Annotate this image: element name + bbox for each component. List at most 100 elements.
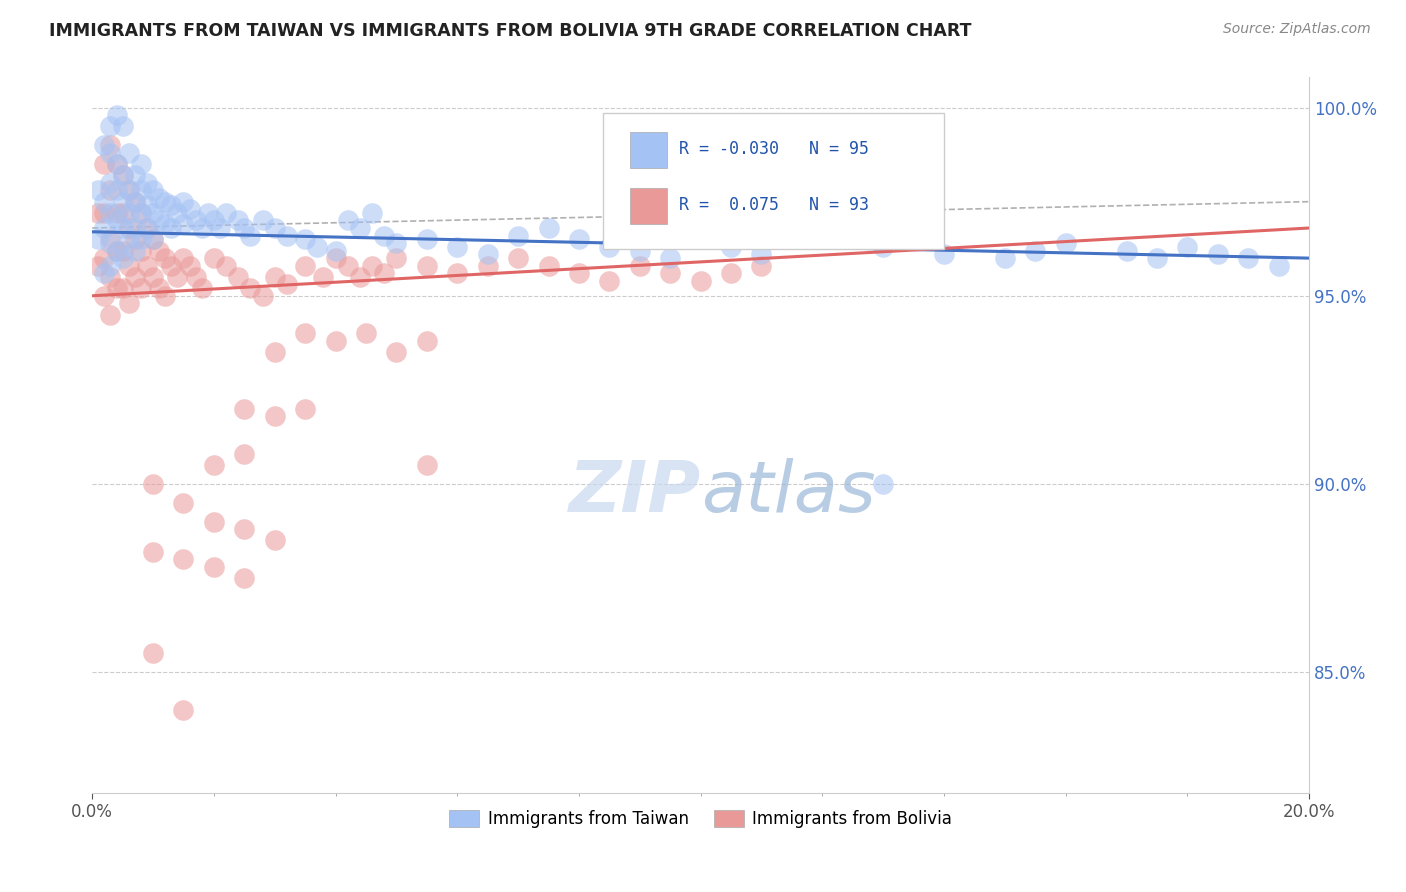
Point — [100, 176, 122, 190]
Point — [598, 274, 620, 288]
Point — [148, 244, 170, 258]
Point — [537, 259, 560, 273]
Point — [233, 571, 256, 585]
Point — [689, 232, 711, 246]
Point — [87, 183, 110, 197]
Point — [100, 206, 122, 220]
Point — [202, 559, 225, 574]
Point — [93, 266, 115, 280]
Point — [263, 345, 285, 359]
Point — [190, 221, 212, 235]
Point — [172, 251, 194, 265]
Point — [118, 206, 141, 220]
Point — [93, 289, 115, 303]
Point — [1237, 251, 1260, 265]
Point — [506, 228, 529, 243]
Point — [385, 251, 408, 265]
Point — [233, 401, 256, 416]
Point — [872, 477, 894, 491]
Point — [349, 269, 371, 284]
Point — [294, 326, 316, 341]
Point — [172, 194, 194, 209]
Point — [1024, 244, 1046, 258]
Point — [628, 244, 651, 258]
Point — [385, 345, 408, 359]
Point — [294, 232, 316, 246]
Point — [93, 221, 115, 235]
Point — [153, 217, 176, 231]
Point — [105, 157, 128, 171]
Point — [276, 277, 298, 292]
Point — [233, 447, 256, 461]
Point — [129, 281, 152, 295]
Point — [87, 206, 110, 220]
Point — [325, 334, 347, 348]
Point — [105, 244, 128, 258]
Point — [105, 108, 128, 122]
Text: ZIP: ZIP — [568, 458, 700, 527]
Point — [811, 232, 834, 246]
Point — [172, 217, 194, 231]
Point — [568, 232, 591, 246]
Point — [202, 458, 225, 472]
Point — [336, 213, 359, 227]
Point — [190, 281, 212, 295]
Point — [477, 259, 499, 273]
Point — [184, 213, 207, 227]
Point — [129, 232, 152, 246]
Point — [142, 206, 165, 220]
Point — [166, 269, 188, 284]
Point — [100, 235, 122, 250]
Point — [105, 157, 128, 171]
Point — [294, 401, 316, 416]
Point — [93, 206, 115, 220]
Point — [142, 269, 165, 284]
Point — [124, 269, 146, 284]
Point — [1177, 240, 1199, 254]
Point — [160, 259, 183, 273]
Point — [172, 496, 194, 510]
Text: R = -0.030   N = 95: R = -0.030 N = 95 — [679, 140, 869, 158]
Point — [136, 221, 159, 235]
Point — [751, 259, 773, 273]
Point — [659, 266, 682, 280]
Point — [129, 206, 152, 220]
Point — [111, 206, 134, 220]
Point — [118, 183, 141, 197]
Point — [446, 266, 468, 280]
Point — [111, 244, 134, 258]
Point — [1054, 235, 1077, 250]
Point — [111, 120, 134, 134]
Point — [446, 240, 468, 254]
Point — [336, 259, 359, 273]
Point — [226, 213, 249, 227]
Point — [111, 221, 134, 235]
Point — [385, 235, 408, 250]
Point — [994, 251, 1017, 265]
Point — [202, 515, 225, 529]
Point — [118, 232, 141, 246]
Point — [628, 259, 651, 273]
Point — [148, 281, 170, 295]
Point — [160, 221, 183, 235]
Point — [124, 194, 146, 209]
FancyBboxPatch shape — [630, 132, 666, 168]
Point — [172, 552, 194, 566]
Point — [202, 251, 225, 265]
Point — [215, 259, 238, 273]
Point — [416, 458, 439, 472]
Point — [373, 228, 395, 243]
Point — [118, 259, 141, 273]
Point — [720, 240, 742, 254]
Point — [93, 251, 115, 265]
Text: atlas: atlas — [700, 458, 876, 527]
Point — [124, 244, 146, 258]
Point — [312, 269, 335, 284]
Point — [100, 308, 122, 322]
Point — [325, 244, 347, 258]
Point — [720, 266, 742, 280]
Point — [142, 232, 165, 246]
Point — [179, 202, 201, 217]
Point — [659, 251, 682, 265]
Point — [136, 259, 159, 273]
